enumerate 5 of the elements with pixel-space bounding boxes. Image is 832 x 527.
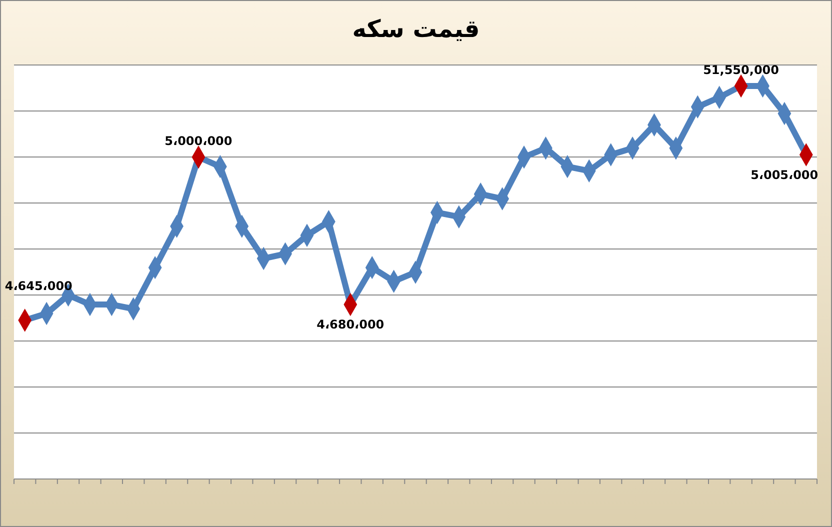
text: 51,550,000 — [703, 63, 779, 77]
text: 5،000،000 — [164, 134, 232, 148]
text: 5،005،000 — [750, 168, 818, 182]
text: 4،680،000 — [316, 318, 384, 332]
chart-title: قیمت سکه — [352, 15, 480, 43]
